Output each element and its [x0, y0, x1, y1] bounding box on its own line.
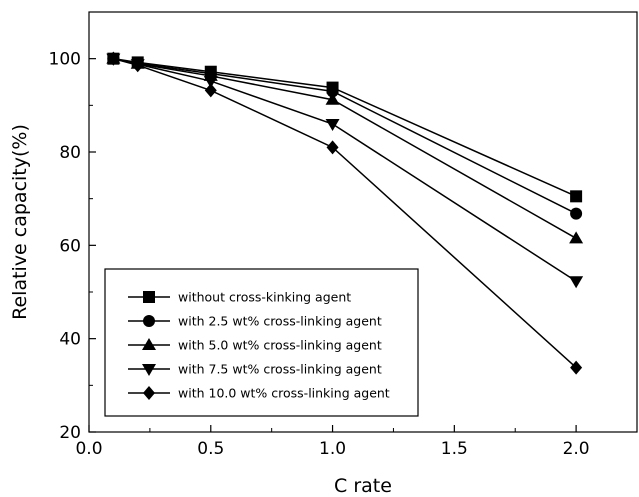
data-point: [131, 58, 144, 73]
legend-label: with 2.5 wt% cross-linking agent: [178, 314, 382, 329]
series-3: [106, 51, 584, 244]
y-tick-label: 100: [49, 50, 81, 70]
series-2: [107, 52, 583, 220]
data-point: [325, 119, 340, 131]
data-point: [326, 140, 339, 155]
legend-label: with 7.5 wt% cross-linking agent: [178, 362, 382, 377]
x-axis-title: C rate: [334, 475, 392, 497]
y-axis-ticks: 20 40 60 80 100: [49, 50, 96, 443]
x-tick-label: 0.0: [75, 439, 102, 459]
series-line: [113, 57, 577, 215]
legend-marker: [142, 364, 156, 376]
data-point: [204, 83, 217, 98]
legend-item: with 5.0 wt% cross-linking agent: [128, 338, 382, 353]
y-tick-label: 40: [59, 330, 81, 350]
data-point: [570, 190, 583, 203]
series-4: [106, 53, 584, 289]
plot-area-border: [88, 11, 638, 433]
data-point: [569, 276, 584, 289]
legend-marker: [143, 315, 155, 327]
legend-item: with 2.5 wt% cross-linking agent: [128, 314, 382, 329]
y-tick-label: 80: [59, 143, 81, 163]
y-tick-label: 60: [59, 236, 81, 256]
x-tick-label: 2.0: [563, 439, 590, 459]
series-line: [113, 57, 577, 239]
x-tick-label: 1.5: [441, 439, 468, 459]
legend-marker: [143, 386, 155, 400]
data-point: [203, 76, 218, 89]
legend-marker: [142, 338, 156, 350]
data-point: [325, 92, 340, 105]
legend-label: with 10.0 wt% cross-linking agent: [178, 386, 390, 401]
y-tick-label: 20: [59, 423, 81, 443]
legend-marker: [143, 291, 155, 303]
x-axis-ticks: 0.0 0.5 1.0 1.5 2.0: [75, 425, 590, 459]
legend-box: [104, 268, 419, 417]
y-axis-title: Relative capacity(%): [9, 124, 31, 320]
legend-item: with 7.5 wt% cross-linking agent: [128, 362, 382, 377]
data-point: [569, 231, 584, 244]
x-tick-label: 0.5: [197, 439, 224, 459]
data-point: [326, 85, 339, 98]
legend-label: with 5.0 wt% cross-linking agent: [178, 338, 382, 353]
data-point: [107, 51, 120, 66]
plot-frame: [88, 11, 638, 433]
data-point: [570, 207, 583, 220]
data-point: [570, 360, 583, 375]
series-1: [107, 52, 583, 203]
legend-item: with 10.0 wt% cross-linking agent: [128, 386, 390, 401]
series-layer: [106, 51, 584, 375]
legend: without cross-kinking agent with 2.5 wt% …: [104, 268, 419, 417]
series-line: [113, 57, 577, 282]
legend-item: without cross-kinking agent: [128, 290, 351, 305]
x-tick-label: 1.0: [319, 439, 346, 459]
series-5: [107, 51, 583, 375]
series-line: [113, 57, 577, 198]
legend-label: without cross-kinking agent: [178, 290, 351, 305]
